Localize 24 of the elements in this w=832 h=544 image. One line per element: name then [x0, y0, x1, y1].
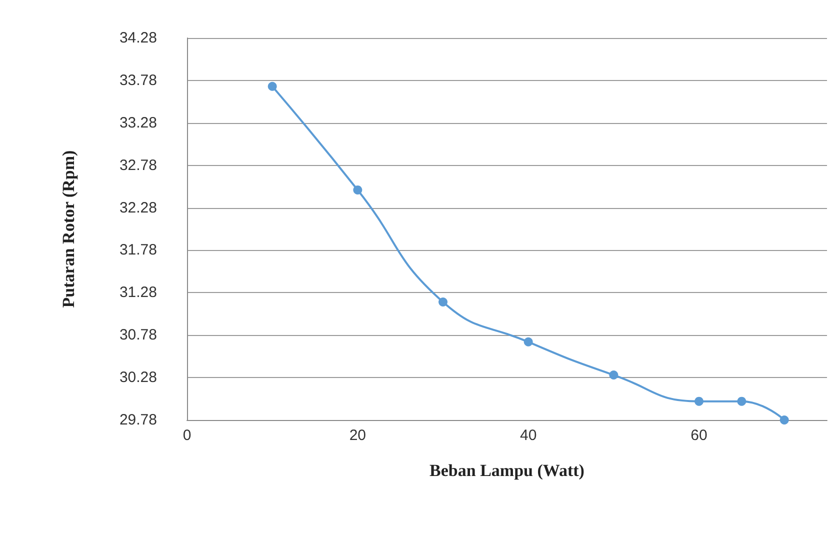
- point: [524, 337, 533, 346]
- y-tick-label: 33.78: [119, 72, 157, 89]
- y-tick-label: 30.28: [119, 369, 157, 386]
- y-tick-label: 31.78: [119, 242, 157, 259]
- x-axis-title: Beban Lampu (Watt): [430, 461, 584, 480]
- point: [268, 82, 277, 91]
- point: [737, 396, 746, 406]
- x-tick-label: 60: [690, 427, 708, 444]
- point: [353, 185, 362, 194]
- y-axis-title: Putaran Rotor (Rpm): [59, 150, 78, 308]
- x-tick-label: 20: [349, 427, 366, 444]
- y-tick-label: 30.78: [119, 326, 157, 344]
- x-tick-label: 0: [182, 427, 192, 444]
- y-tick-label: 33.28: [119, 114, 157, 132]
- y-tick-label: 31.28: [119, 284, 157, 302]
- point: [609, 370, 618, 380]
- y-tick-label: 29.78: [119, 412, 157, 428]
- y-tick-label: 34.28: [119, 30, 157, 46]
- point: [694, 396, 704, 406]
- point: [438, 298, 448, 306]
- x-tick-label: 40: [520, 427, 537, 444]
- point: [780, 416, 789, 424]
- y-tick-label: 32.28: [119, 199, 157, 216]
- y-tick-label: 32.78: [119, 156, 157, 174]
